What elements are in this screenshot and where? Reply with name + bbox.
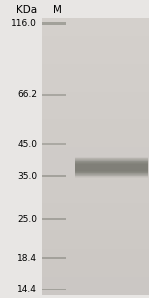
Bar xyxy=(42,18,149,27)
Bar xyxy=(42,212,149,221)
Text: 35.0: 35.0 xyxy=(17,172,37,181)
Bar xyxy=(74,158,148,177)
Text: 45.0: 45.0 xyxy=(17,140,37,149)
Bar xyxy=(42,288,66,290)
Bar xyxy=(42,147,149,156)
Bar xyxy=(42,230,149,240)
Bar xyxy=(42,218,66,220)
Bar xyxy=(42,119,149,129)
Bar xyxy=(42,156,149,166)
Bar xyxy=(42,92,149,101)
Bar xyxy=(42,18,149,295)
Bar xyxy=(42,175,149,184)
Bar xyxy=(42,27,149,36)
Text: 18.4: 18.4 xyxy=(17,254,37,263)
Bar xyxy=(74,162,148,173)
Bar xyxy=(42,193,149,203)
Text: KDa: KDa xyxy=(16,5,37,15)
Bar xyxy=(42,73,149,83)
Bar xyxy=(42,55,149,64)
Bar xyxy=(42,258,149,267)
Bar xyxy=(42,101,149,110)
Bar xyxy=(42,286,149,295)
Bar xyxy=(74,161,148,174)
Bar xyxy=(42,203,149,212)
Bar xyxy=(42,249,149,258)
Bar xyxy=(42,184,149,193)
Bar xyxy=(42,22,66,25)
Bar xyxy=(74,160,148,175)
Text: M: M xyxy=(53,5,61,15)
Bar xyxy=(42,221,149,230)
Bar xyxy=(42,143,66,145)
Bar xyxy=(42,36,149,46)
Bar xyxy=(42,46,149,55)
Bar xyxy=(42,175,66,177)
Bar xyxy=(42,110,149,119)
Bar xyxy=(42,83,149,92)
Bar xyxy=(42,129,149,138)
Text: 25.0: 25.0 xyxy=(17,215,37,224)
Bar xyxy=(42,240,149,249)
Bar xyxy=(74,164,148,171)
Bar xyxy=(74,163,148,172)
Bar xyxy=(74,159,148,176)
Bar xyxy=(42,267,149,277)
Text: 116.0: 116.0 xyxy=(11,19,37,28)
Bar xyxy=(74,159,148,176)
Bar xyxy=(74,162,148,173)
Bar xyxy=(42,94,66,96)
Bar xyxy=(74,157,148,178)
Bar xyxy=(42,277,149,286)
Text: 14.4: 14.4 xyxy=(17,285,37,294)
Bar xyxy=(42,138,149,147)
Bar xyxy=(42,64,149,73)
Bar xyxy=(42,166,149,175)
Bar xyxy=(42,257,66,259)
Text: 66.2: 66.2 xyxy=(17,91,37,100)
